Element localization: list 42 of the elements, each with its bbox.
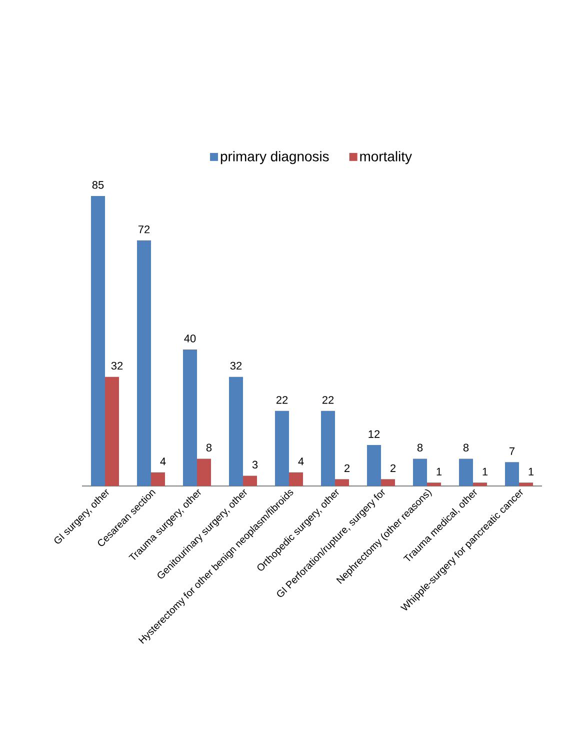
data-label: 1 <box>436 468 442 476</box>
bar <box>335 479 350 486</box>
data-label: 8 <box>206 444 212 452</box>
data-label: 4 <box>160 458 166 466</box>
bar <box>197 458 211 486</box>
data-label: 2 <box>344 464 350 472</box>
bar <box>321 410 336 486</box>
data-label: 4 <box>298 458 304 466</box>
bar <box>427 482 442 486</box>
bar <box>105 376 119 486</box>
data-label: 40 <box>184 334 196 342</box>
data-label: 22 <box>322 396 334 404</box>
bar <box>381 479 396 486</box>
data-label: 7 <box>510 447 515 455</box>
bar <box>243 476 257 486</box>
bar <box>289 472 304 486</box>
data-label: 3 <box>252 460 258 469</box>
data-label: 12 <box>368 430 380 438</box>
bar <box>183 350 197 486</box>
data-label: 1 <box>482 468 488 476</box>
data-label: 8 <box>417 444 423 452</box>
bar <box>459 458 474 486</box>
data-label: 8 <box>463 444 469 452</box>
legend-label: mortality <box>360 151 412 164</box>
legend-label: primary diagnosis <box>220 151 329 164</box>
data-label: 2 <box>390 464 396 472</box>
bar <box>367 445 382 486</box>
data-label: 22 <box>276 396 288 404</box>
bar <box>275 410 290 486</box>
data-label: 72 <box>138 226 150 234</box>
bar <box>137 240 151 486</box>
bar <box>505 462 520 486</box>
data-label: 1 <box>528 468 534 476</box>
data-label: 32 <box>111 362 123 370</box>
data-label: 32 <box>230 362 242 370</box>
bar <box>229 376 243 486</box>
bar <box>519 482 534 486</box>
data-label: 85 <box>92 181 104 189</box>
bar <box>91 196 105 486</box>
bar <box>413 458 428 486</box>
bar <box>151 472 165 486</box>
bar <box>473 482 488 486</box>
